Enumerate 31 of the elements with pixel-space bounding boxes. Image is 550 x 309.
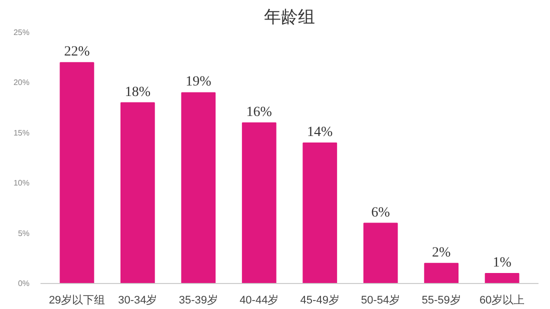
data-label: 18% <box>124 84 151 100</box>
x-tick-label: 55-59岁 <box>422 294 461 306</box>
data-label: 22% <box>64 44 90 60</box>
bar <box>363 222 398 284</box>
y-tick-label: 15% <box>13 128 30 138</box>
bar <box>120 102 155 284</box>
y-tick-label: 0% <box>18 279 30 288</box>
x-tick-label: 45-49岁 <box>300 294 340 306</box>
y-tick-label: 25% <box>13 28 30 37</box>
x-tick-label: 60岁以上 <box>479 294 525 306</box>
x-tick-label: 29岁以下组 <box>48 294 106 306</box>
x-tick-label: 50-54岁 <box>361 294 400 306</box>
bar <box>181 92 216 284</box>
x-tick-label: 40-44岁 <box>240 294 279 306</box>
data-label: 2% <box>432 245 451 260</box>
data-label: 14% <box>307 124 334 140</box>
bar <box>242 122 276 284</box>
bar <box>60 62 94 284</box>
y-tick-label: 20% <box>13 78 30 88</box>
y-tick-label: 10% <box>13 178 30 188</box>
data-label: 19% <box>186 74 212 90</box>
chart-title: 年龄组 <box>264 8 315 28</box>
bar <box>302 142 338 284</box>
bar <box>424 262 459 284</box>
y-tick-label: 5% <box>18 228 30 238</box>
x-tick-label: 35-39岁 <box>178 294 218 306</box>
x-tick-label: 30-34岁 <box>118 294 158 306</box>
data-label: 1% <box>492 255 512 270</box>
bar <box>484 272 520 284</box>
data-label: 6% <box>371 205 390 220</box>
data-label: 16% <box>246 104 272 120</box>
